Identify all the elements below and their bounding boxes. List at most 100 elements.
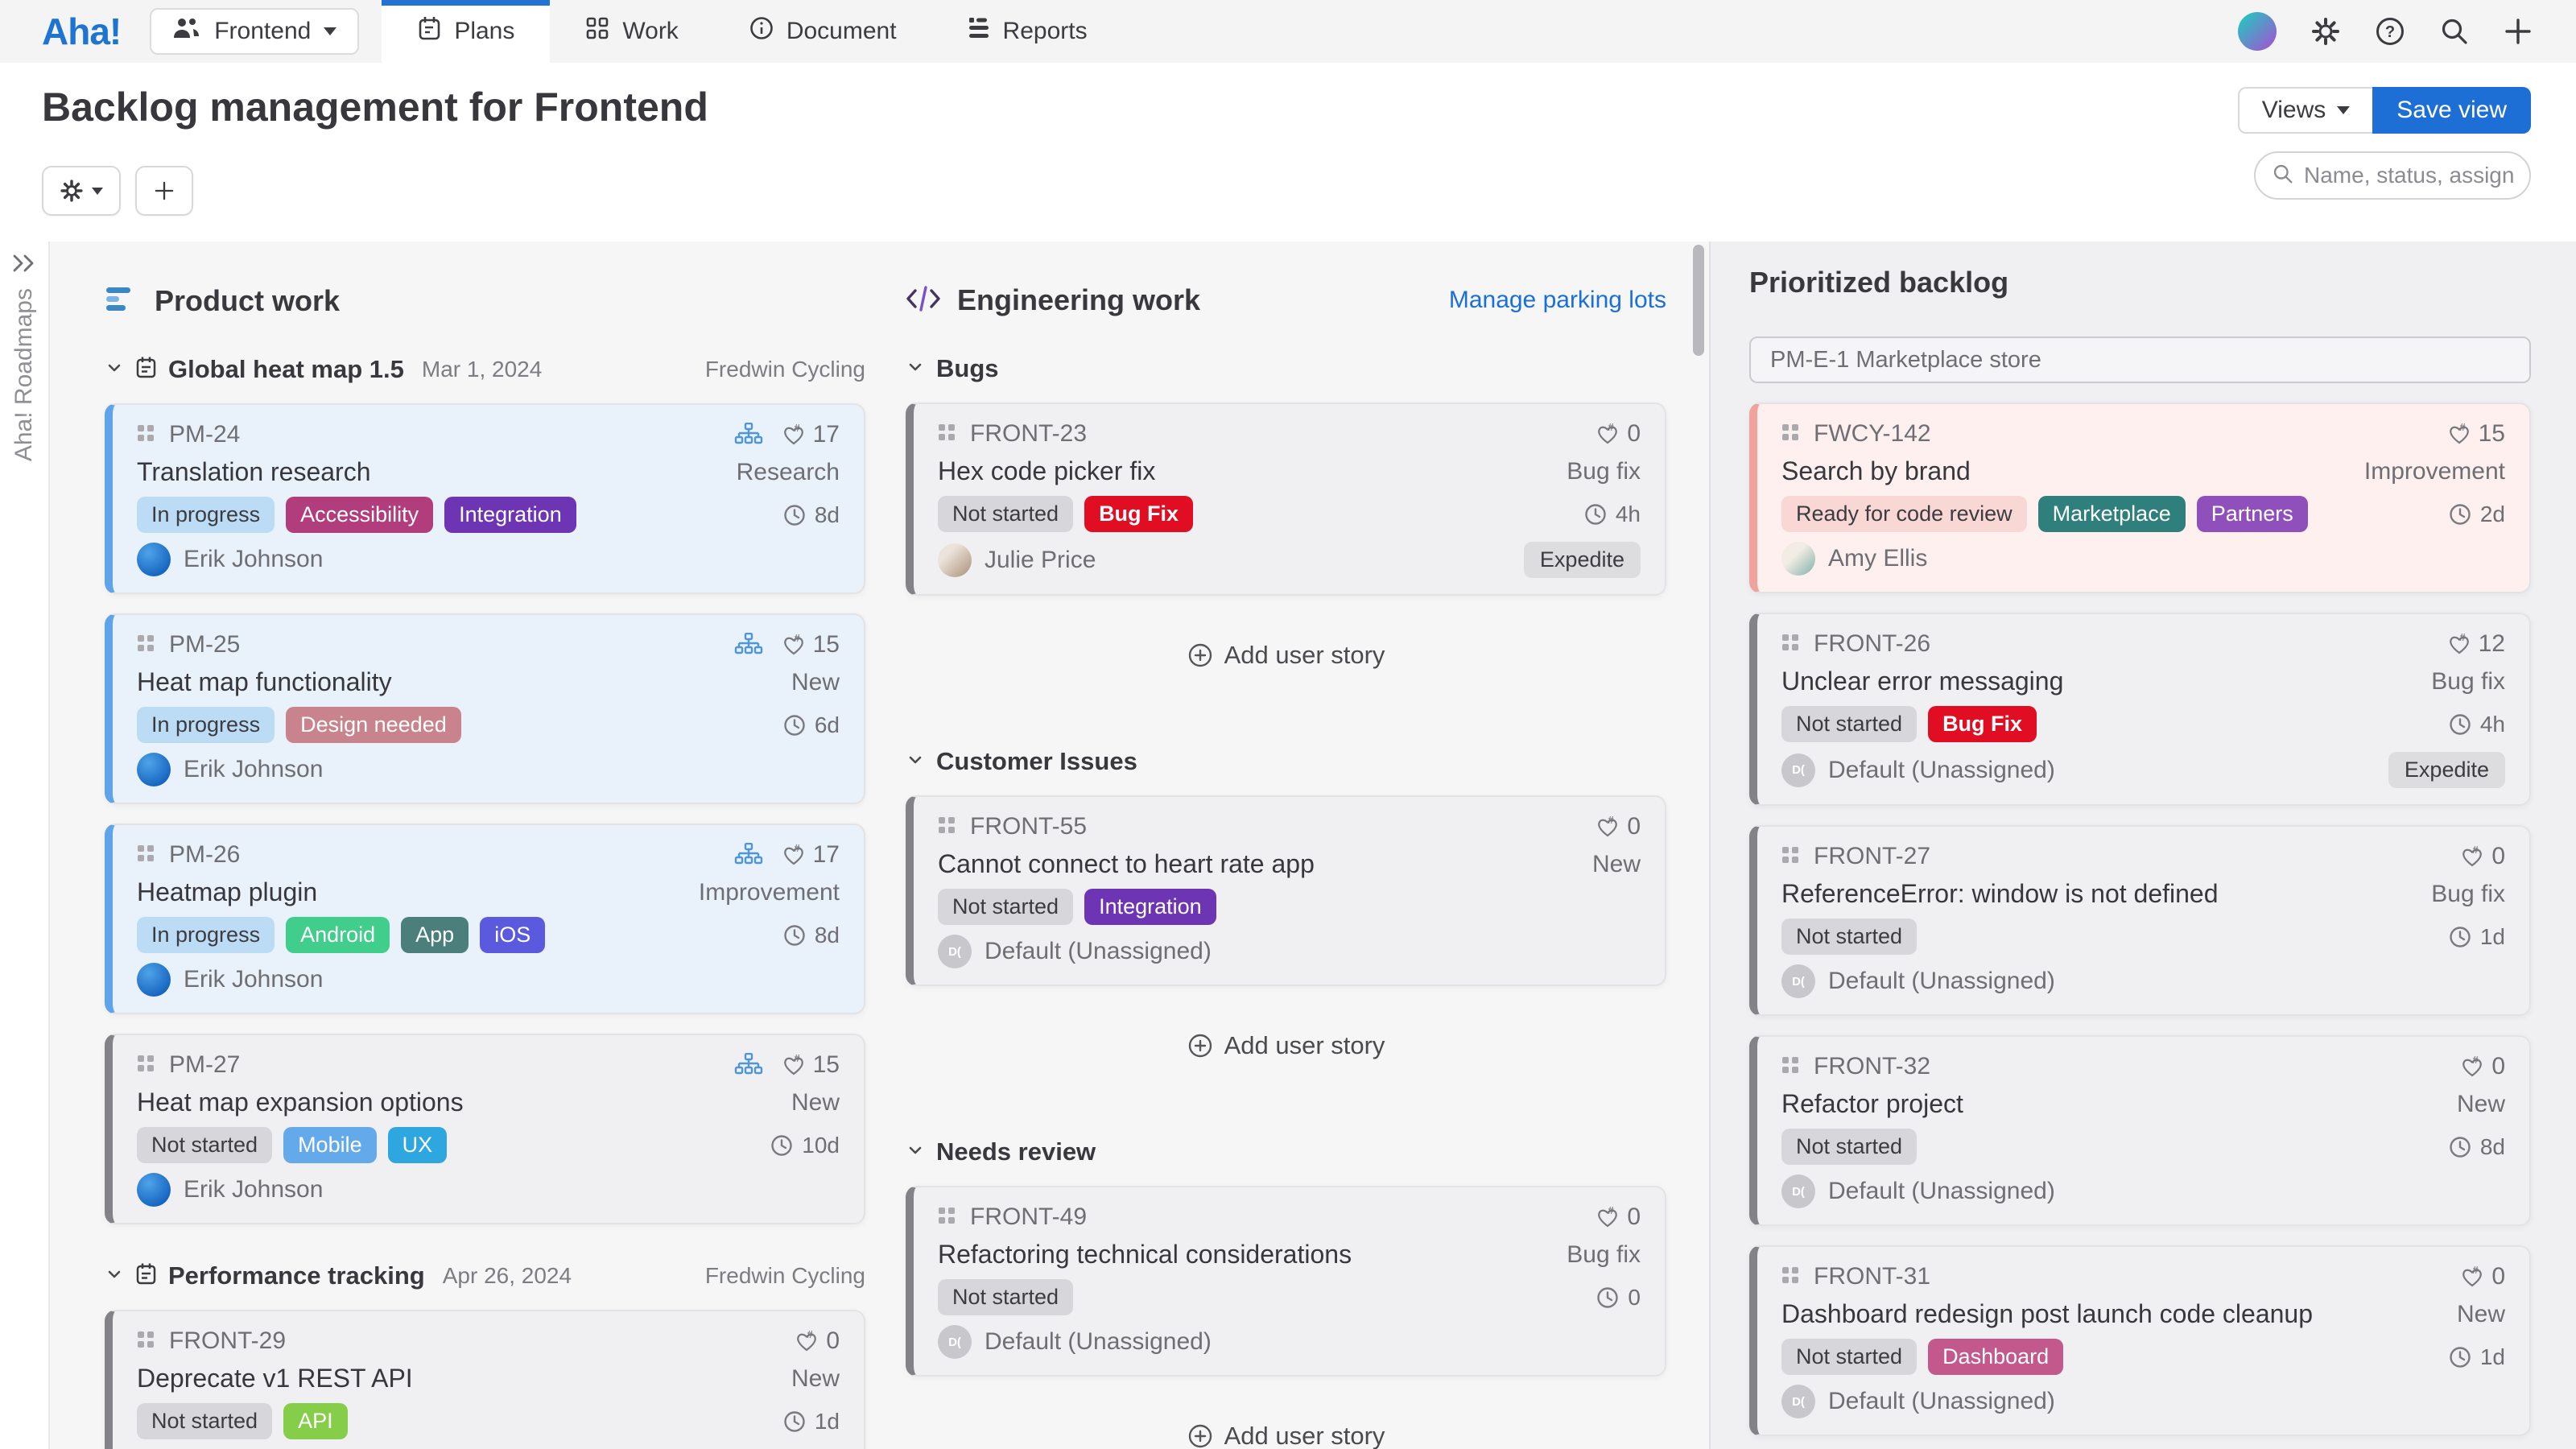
tab-plans[interactable]: Plans (382, 0, 551, 63)
status-badge: Not started (938, 889, 1074, 925)
score: # 0 (794, 1327, 840, 1355)
tag-badge: UX (387, 1127, 448, 1163)
add-panel-button[interactable] (135, 166, 193, 216)
group-header: Needs review (906, 1137, 1666, 1166)
avatar: D( (1781, 1385, 1815, 1418)
search-input[interactable] (2304, 163, 2513, 188)
drag-handle[interactable] (137, 841, 155, 869)
estimate: 1d (2448, 1344, 2505, 1370)
aha-logo[interactable]: Aha! (42, 10, 122, 52)
score: # 15 (2446, 420, 2505, 448)
drag-handle[interactable] (1781, 1053, 1799, 1080)
card[interactable]: FWCY-142 # 15 Search by brand Improvemen… (1749, 402, 2531, 593)
save-view-button[interactable]: Save view (2372, 87, 2531, 134)
collapse-chevron-icon[interactable] (906, 750, 925, 774)
tab-reports[interactable]: Reports (932, 0, 1123, 63)
manage-parking-lots-link[interactable]: Manage parking lots (1448, 287, 1666, 313)
card[interactable]: FRONT-26 # 12 Unclear error messaging Bu… (1749, 613, 2531, 806)
assignee-name: Default (Unassigned) (985, 938, 1212, 964)
product-groups: Global heat map 1.5 Mar 1, 2024 Fredwin … (105, 355, 865, 1449)
drag-handle[interactable] (137, 1327, 155, 1355)
tab-work[interactable]: Work (550, 0, 713, 63)
card[interactable]: FRONT-55 # 0 Cannot connect to heart rat… (906, 795, 1666, 986)
card[interactable]: FRONT-49 # 0 Refactoring technical consi… (906, 1186, 1666, 1377)
help-icon[interactable]: ? (2375, 16, 2405, 47)
column-title: Product work (155, 283, 341, 317)
card-id: PM-27 (169, 1051, 241, 1078)
card[interactable]: FRONT-29 # 0 Deprecate v1 REST API New N… (105, 1310, 865, 1449)
drag-handle[interactable] (1781, 843, 1799, 870)
collapsed-sidebar[interactable]: Aha! Roadmaps (0, 242, 50, 1449)
collapse-chevron-icon[interactable] (906, 1141, 925, 1164)
card[interactable]: FRONT-23 # 0 Hex code picker fix Bug fix… (906, 402, 1666, 596)
tab-document[interactable]: Document (714, 0, 932, 63)
gear-icon[interactable] (2310, 16, 2341, 47)
estimate: 1d (2448, 924, 2505, 950)
card-id: FRONT-32 (1814, 1053, 1931, 1080)
card-title: Dashboard redesign post launch code clea… (1781, 1299, 2314, 1328)
drag-handle-icon (138, 635, 154, 651)
add-user-story-button[interactable]: Add user story (906, 641, 1666, 670)
assignee-name: Erik Johnson (184, 756, 324, 782)
card-id: FRONT-55 (970, 813, 1088, 840)
assignee-name: Julie Price (985, 546, 1096, 573)
score-icon: # (2462, 1055, 2483, 1077)
score-value: 0 (2491, 843, 2505, 869)
card[interactable]: PM-26 # 17 Heatmap plugin Improvement In… (105, 824, 865, 1014)
drag-handle[interactable] (938, 420, 956, 448)
group-title: Performance tracking (168, 1261, 425, 1290)
card-id: PM-25 (169, 631, 241, 658)
drag-handle[interactable] (1781, 630, 1799, 658)
product-work-column: Product work Global heat map 1.5 Mar 1, … (105, 283, 865, 1449)
add-user-story-button[interactable]: Add user story (906, 1422, 1666, 1449)
hierarchy-icon (734, 423, 762, 444)
card[interactable]: PM-24 # 17 Translation research Research… (105, 403, 865, 594)
search-icon[interactable] (2439, 16, 2470, 47)
avatar: D( (938, 935, 972, 968)
group-date: Apr 26, 2024 (442, 1263, 572, 1288)
drag-handle-icon (1782, 1267, 1798, 1283)
avatar (1781, 542, 1815, 576)
collapse-chevron-icon[interactable] (105, 1265, 124, 1288)
add-user-story-button[interactable]: Add user story (906, 1031, 1666, 1060)
drag-handle[interactable] (938, 1203, 956, 1231)
card[interactable]: PM-27 # 15 Heat map expansion options Ne… (105, 1034, 865, 1224)
card[interactable]: FRONT-27 # 0 ReferenceError: window is n… (1749, 825, 2531, 1016)
card[interactable]: FRONT-31 # 0 Dashboard redesign post lau… (1749, 1245, 2531, 1436)
avatar (938, 543, 972, 577)
card-type: Improvement (698, 878, 840, 906)
drag-handle[interactable] (1781, 1263, 1799, 1290)
time-value: 4h (2479, 711, 2505, 737)
status-badge: Not started (137, 1127, 273, 1163)
drag-handle[interactable] (137, 1051, 155, 1079)
expand-icon[interactable] (10, 253, 38, 278)
collapse-chevron-icon[interactable] (906, 357, 925, 381)
estimate: 4h (1583, 502, 1641, 527)
scrollbar[interactable] (1693, 245, 1704, 356)
score-value: 0 (1627, 813, 1641, 840)
drag-handle-icon (939, 1208, 955, 1224)
time-value: 4h (1615, 501, 1641, 526)
svg-text:#: # (2473, 1265, 2479, 1276)
user-avatar[interactable] (2238, 12, 2277, 51)
card-id: FRONT-23 (970, 420, 1088, 447)
drag-handle[interactable] (938, 813, 956, 840)
clock-icon (784, 924, 805, 946)
expedite-badge: Expedite (1523, 542, 1641, 578)
status-badge: Not started (938, 1279, 1074, 1315)
card[interactable]: PM-25 # 15 Heat map functionality New In… (105, 613, 865, 804)
drag-handle[interactable] (137, 631, 155, 658)
card[interactable]: FRONT-32 # 0 Refactor project New Not st… (1749, 1035, 2531, 1226)
views-button[interactable]: Views (2237, 87, 2373, 134)
group-title: Global heat map 1.5 (168, 355, 404, 383)
view-settings-button[interactable] (42, 166, 121, 216)
epic-input[interactable]: PM-E-1 Marketplace store (1749, 336, 2531, 383)
drag-handle[interactable] (1781, 420, 1799, 448)
plus-icon[interactable] (2504, 17, 2533, 46)
product-selector[interactable]: Frontend (150, 8, 360, 55)
calendar-icon (417, 15, 441, 47)
drag-handle[interactable] (137, 421, 155, 448)
product-list-icon (105, 283, 138, 318)
collapse-chevron-icon[interactable] (105, 358, 124, 382)
time-value: 0 (1628, 1284, 1641, 1310)
